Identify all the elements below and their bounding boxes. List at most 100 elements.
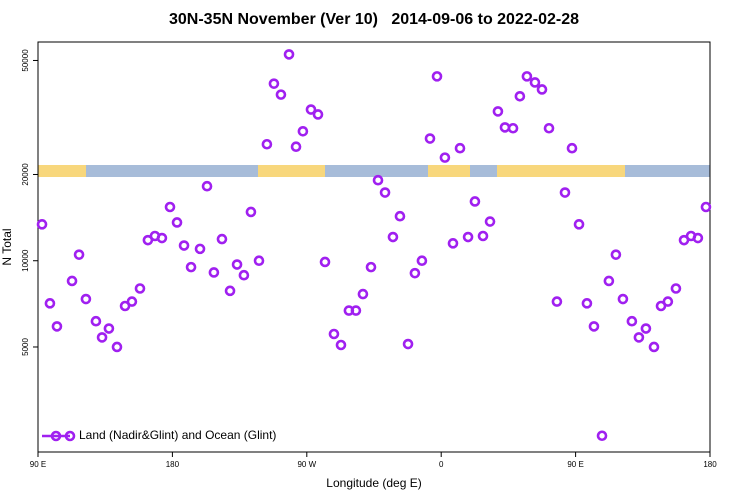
data-point: [365, 261, 377, 273]
data-point: [201, 180, 213, 192]
data-point: [96, 332, 108, 343]
data-point: [216, 233, 228, 245]
y-tick-label: 10000: [21, 249, 30, 272]
data-point: [319, 256, 331, 268]
chart-title: 30N-35N November (Ver 10) 2014-09-06 to …: [169, 11, 579, 28]
data-point: [297, 125, 309, 137]
data-point: [566, 142, 578, 154]
y-axis-label: N Total: [0, 228, 14, 265]
data-point: [581, 298, 593, 309]
x-tick-label: 180: [166, 460, 180, 469]
data-point: [224, 285, 236, 297]
data-point: [633, 332, 645, 343]
data-point: [610, 249, 622, 260]
data-point: [44, 298, 56, 309]
data-point: [253, 255, 265, 267]
data-point: [617, 293, 629, 305]
data-point: [529, 77, 541, 88]
data-point: [588, 321, 600, 332]
data-point: [126, 296, 138, 307]
data-point: [469, 196, 481, 207]
data-point: [103, 323, 115, 334]
data-point: [80, 293, 92, 305]
data-point: [387, 231, 399, 243]
data-point: [231, 259, 243, 270]
data-point: [670, 283, 682, 294]
data-point: [402, 338, 414, 350]
data-point: [596, 430, 608, 442]
data-point: [111, 341, 123, 353]
x-tick-label: 0: [439, 460, 444, 469]
data-point: [245, 206, 257, 218]
legend-label: Land (Nadir&Glint) and Ocean (Glint): [79, 428, 276, 442]
data-point: [238, 269, 250, 281]
data-point: [350, 305, 362, 316]
data-point: [416, 255, 428, 267]
data-point: [462, 231, 474, 243]
data-point: [394, 210, 406, 222]
x-axis-label: Longitude (deg E): [326, 476, 421, 490]
x-tick-label: 90 E: [30, 460, 46, 469]
data-point: [543, 122, 555, 134]
legend-marker: [64, 430, 76, 442]
data-point: [73, 249, 85, 260]
data-point: [283, 49, 295, 60]
data-point: [409, 267, 421, 279]
data-point: [431, 71, 443, 82]
plot-frame: [37, 41, 711, 453]
map-strip: [38, 165, 710, 177]
x-tick-label: 180: [703, 460, 717, 469]
data-point: [372, 174, 384, 186]
data-point: [484, 216, 496, 227]
data-point: [261, 138, 273, 150]
data-point: [492, 106, 504, 117]
data-point: [335, 339, 347, 351]
data-point: [268, 78, 280, 89]
data-point: [662, 296, 674, 307]
data-point: [507, 122, 519, 134]
data-point: [66, 275, 78, 287]
data-point: [536, 84, 548, 95]
data-point: [51, 321, 63, 332]
data-point: [178, 240, 190, 251]
y-tick-label: 50000: [21, 49, 30, 72]
data-point: [640, 323, 652, 334]
data-point: [648, 341, 660, 353]
data-point: [626, 315, 638, 327]
data-point: [312, 109, 324, 120]
data-point: [424, 133, 436, 144]
data-point: [275, 89, 287, 100]
data-point: [454, 142, 466, 154]
data-point: [194, 243, 206, 255]
data-point: [156, 232, 168, 244]
data-point: [447, 238, 459, 249]
data-point: [357, 288, 369, 300]
data-point: [499, 122, 511, 133]
data-point: [521, 71, 533, 82]
x-tick-label: 90 E: [567, 460, 583, 469]
data-point: [514, 90, 526, 102]
y-tick-label: 5000: [21, 338, 30, 356]
data-point: [573, 219, 585, 230]
data-point: [171, 217, 183, 228]
data-point: [208, 267, 220, 278]
data-point: [551, 296, 563, 307]
data-point: [328, 328, 340, 340]
data-point: [477, 230, 489, 242]
data-point: [379, 187, 391, 198]
data-point: [603, 275, 615, 287]
data-point: [185, 261, 197, 273]
data-point: [692, 232, 704, 244]
data-point: [36, 219, 48, 230]
data-point: [134, 283, 146, 294]
x-tick-label: 90 W: [297, 460, 316, 469]
data-point: [164, 201, 176, 213]
data-point: [700, 201, 712, 213]
data-point: [559, 187, 571, 198]
y-tick-label: 20000: [21, 163, 30, 186]
data-point: [439, 152, 451, 163]
data-point: [90, 315, 102, 327]
data-point: [305, 104, 317, 115]
data-point: [290, 141, 302, 153]
